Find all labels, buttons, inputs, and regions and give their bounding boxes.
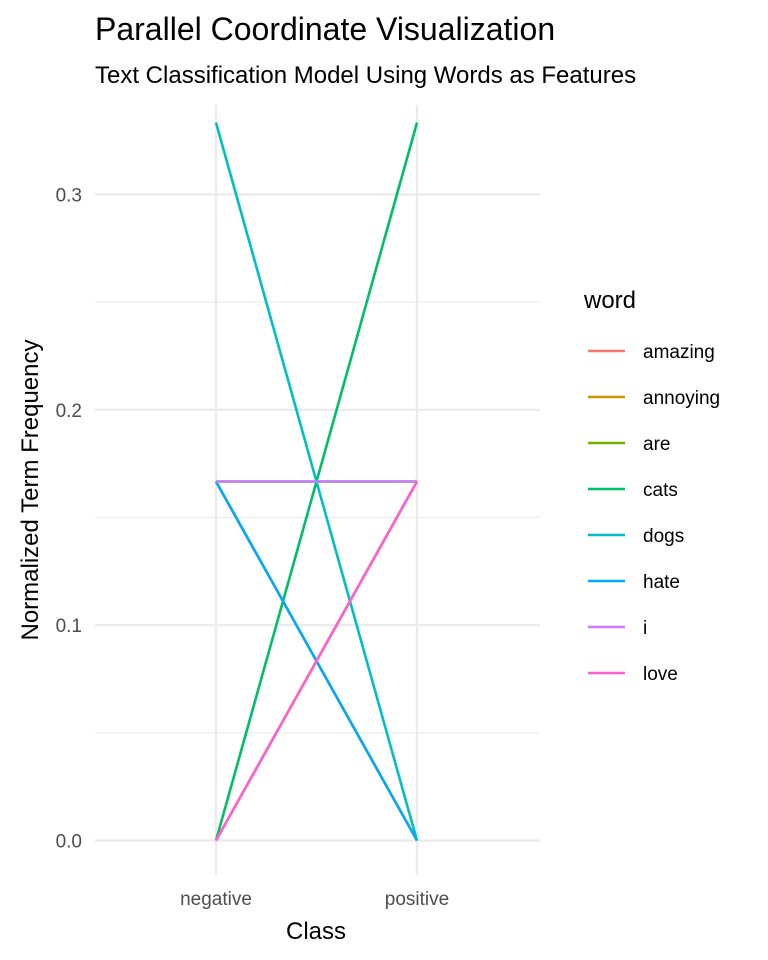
x-axis-title: Class <box>286 918 346 945</box>
legend: word amazing annoying are cats dogs hate i love <box>583 287 720 685</box>
legend-label-are: are <box>643 434 670 455</box>
legend-title: word <box>583 287 636 314</box>
legend-label-annoying: annoying <box>643 388 720 409</box>
chart-subtitle: Text Classification Model Using Words as… <box>95 62 636 89</box>
series-line-love <box>214 480 419 842</box>
series-lines <box>214 122 419 842</box>
legend-label-hate: hate <box>643 572 680 593</box>
legend-items: amazing annoying are cats dogs hate i love <box>588 342 720 685</box>
legend-label-cats: cats <box>643 480 678 501</box>
minor-gridlines <box>95 301 540 734</box>
chart-title: Parallel Coordinate Visualization <box>95 11 555 47</box>
y-tick-label: 0.3 <box>56 185 82 206</box>
y-axis-title: Normalized Term Frequency <box>17 340 44 641</box>
legend-label-i: i <box>643 618 647 639</box>
x-tick-label: negative <box>180 889 252 910</box>
legend-label-amazing: amazing <box>643 342 715 363</box>
y-tick-label: 0.2 <box>56 401 82 422</box>
legend-label-love: love <box>643 664 678 685</box>
y-tick-label: 0.0 <box>56 832 82 853</box>
x-axis-tick-labels: negative positive <box>180 889 449 910</box>
legend-label-dogs: dogs <box>643 526 684 547</box>
x-tick-label: positive <box>385 889 449 910</box>
major-gridlines <box>95 105 540 875</box>
y-tick-label: 0.1 <box>56 616 82 637</box>
y-axis-tick-labels: 0.0 0.1 0.2 0.3 <box>56 185 82 852</box>
